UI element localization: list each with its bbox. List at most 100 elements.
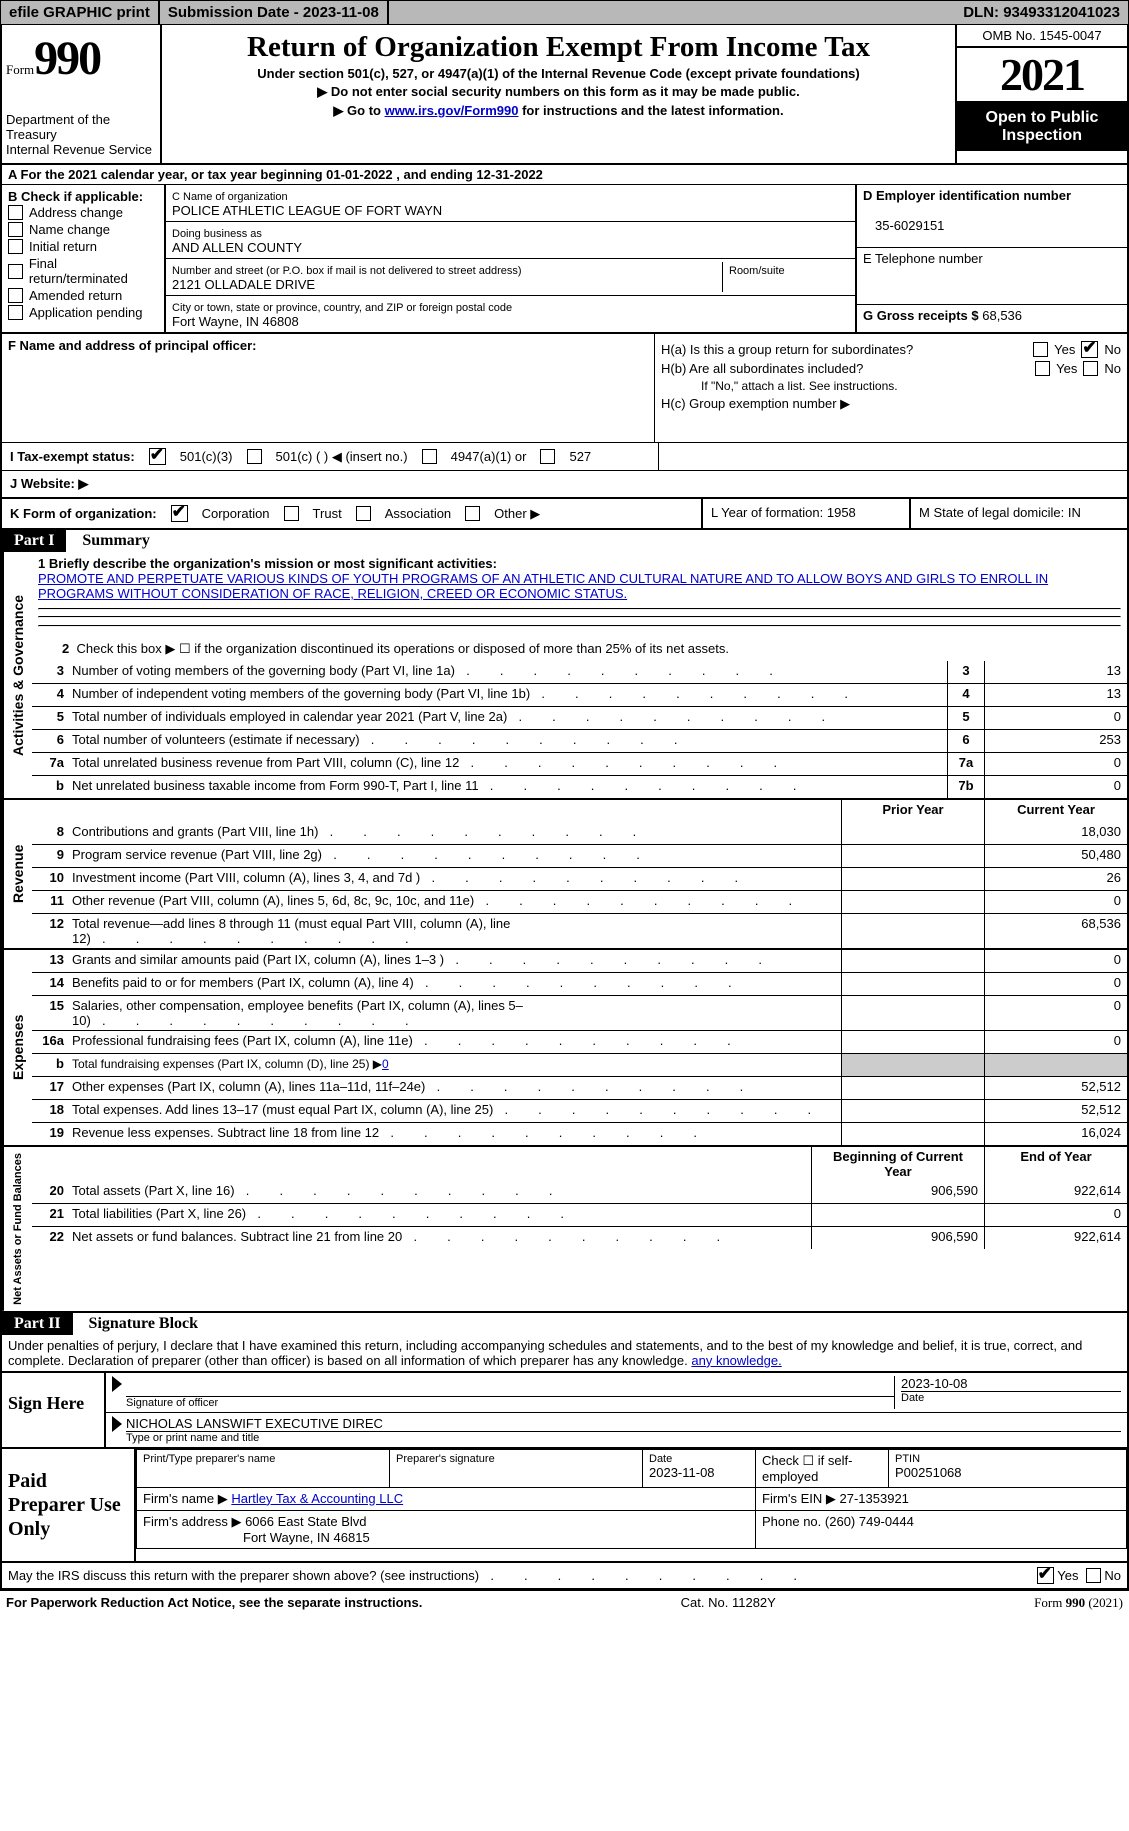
chk-final[interactable]: Final return/terminated: [8, 255, 158, 287]
footer-left: For Paperwork Reduction Act Notice, see …: [6, 1595, 422, 1611]
dba-name: AND ALLEN COUNTY: [172, 240, 302, 255]
discuss-yes[interactable]: [1037, 1567, 1054, 1584]
vlabel-net: Net Assets or Fund Balances: [2, 1147, 32, 1311]
exp-row: bTotal fundraising expenses (Part IX, co…: [32, 1053, 1127, 1076]
date-lbl: Date: [901, 1392, 1121, 1404]
firm-name[interactable]: Hartley Tax & Accounting LLC: [231, 1491, 403, 1506]
efile-label[interactable]: efile GRAPHIC print: [1, 1, 160, 24]
ha-no[interactable]: [1081, 341, 1098, 358]
prep-sig-lbl: Preparer's signature: [396, 1453, 636, 1465]
dept-treasury: Department of the Treasury: [6, 112, 156, 142]
section-bcd: B Check if applicable: Address change Na…: [0, 184, 1129, 334]
exp-row: 16aProfessional fundraising fees (Part I…: [32, 1030, 1127, 1053]
chk-address[interactable]: Address change: [8, 204, 158, 221]
h-c: H(c) Group exemption number ▶: [661, 396, 1121, 412]
form-header: Form990 Department of the Treasury Inter…: [0, 25, 1129, 163]
chk-501c[interactable]: [247, 449, 262, 464]
block-netassets: Net Assets or Fund Balances Beginning of…: [0, 1147, 1129, 1313]
chk-4947[interactable]: [422, 449, 437, 464]
street: 2121 OLLADALE DRIVE: [172, 277, 315, 292]
chk-trust[interactable]: [284, 506, 299, 521]
gov-row: 7aTotal unrelated business revenue from …: [32, 752, 1127, 775]
street-lbl: Number and street (or P.O. box if mail i…: [172, 265, 522, 277]
m-state: M State of legal domicile: IN: [911, 499, 1127, 528]
hb-yes[interactable]: [1035, 361, 1050, 376]
firm-ein: 27-1353921: [840, 1491, 909, 1506]
tax-year: 2021: [957, 48, 1127, 103]
gross-receipts: 68,536: [982, 308, 1022, 323]
declaration: Under penalties of perjury, I declare th…: [0, 1335, 1129, 1373]
omb-number: OMB No. 1545-0047: [957, 25, 1127, 48]
k-label: K Form of organization:: [10, 506, 157, 521]
page-footer: For Paperwork Reduction Act Notice, see …: [0, 1590, 1129, 1615]
ha-yes[interactable]: [1033, 342, 1048, 357]
i-label: I Tax-exempt status:: [10, 449, 135, 464]
chk-501c3[interactable]: [149, 448, 166, 465]
chk-other[interactable]: [465, 506, 480, 521]
hb-no[interactable]: [1083, 361, 1098, 376]
exp-row: 13Grants and similar amounts paid (Part …: [32, 950, 1127, 972]
part2-badge: Part II: [2, 1313, 73, 1335]
check-self[interactable]: Check ☐ if self-employed: [756, 1449, 889, 1487]
firm-name-lbl: Firm's name ▶: [143, 1491, 228, 1506]
exp-row: 19Revenue less expenses. Subtract line 1…: [32, 1122, 1127, 1145]
section-fh: F Name and address of principal officer:…: [0, 334, 1129, 443]
gov-row: 4Number of independent voting members of…: [32, 683, 1127, 706]
form-number: Form990: [6, 31, 156, 86]
phone: (260) 749-0444: [825, 1514, 914, 1529]
footer-right: Form 990 (2021): [1034, 1595, 1123, 1611]
any-knowledge-link[interactable]: any knowledge.: [691, 1353, 781, 1368]
chk-527[interactable]: [540, 449, 555, 464]
line-a: A For the 2021 calendar year, or tax yea…: [0, 163, 1129, 184]
sig-date: 2023-10-08: [901, 1376, 1121, 1392]
net-row: 20Total assets (Part X, line 16)906,5909…: [32, 1181, 1127, 1203]
chk-initial[interactable]: Initial return: [8, 238, 158, 255]
name-arrow-icon: [112, 1416, 122, 1432]
hb-note: If "No," attach a list. See instructions…: [661, 379, 1121, 393]
name-title-lbl: Type or print name and title: [126, 1432, 1121, 1444]
sign-arrow-icon: [112, 1376, 122, 1392]
top-bar: efile GRAPHIC print Submission Date - 20…: [0, 0, 1129, 25]
dba-lbl: Doing business as: [172, 228, 262, 240]
vlabel-exp: Expenses: [2, 950, 32, 1145]
rev-header: Prior Year Current Year: [32, 800, 1127, 822]
exp-row: 15Salaries, other compensation, employee…: [32, 995, 1127, 1030]
rev-row: 11Other revenue (Part VIII, column (A), …: [32, 890, 1127, 913]
chk-amended[interactable]: Amended return: [8, 287, 158, 304]
discuss-no[interactable]: [1086, 1568, 1101, 1583]
form-title: Return of Organization Exempt From Incom…: [172, 31, 945, 64]
gov-row: 5Total number of individuals employed in…: [32, 706, 1127, 729]
block-governance: Activities & Governance 1 Briefly descri…: [0, 552, 1129, 800]
officer-lbl: F Name and address of principal officer:: [8, 338, 257, 353]
note-ssn: ▶ Do not enter social security numbers o…: [172, 84, 945, 100]
submission-date: Submission Date - 2023-11-08: [160, 1, 389, 24]
firm-addr-lbl: Firm's address ▶: [143, 1514, 241, 1529]
block-expenses: Expenses 13Grants and similar amounts pa…: [0, 950, 1129, 1147]
sig-officer-lbl: Signature of officer: [126, 1397, 894, 1409]
ein: 35-6029151: [863, 218, 944, 233]
prep-name-lbl: Print/Type preparer's name: [143, 1453, 383, 1465]
sign-block: Sign Here Signature of officer 2023-10-0…: [0, 1373, 1129, 1449]
irs-link[interactable]: www.irs.gov/Form990: [385, 103, 519, 118]
part2-title: Signature Block: [77, 1315, 199, 1332]
firm-addr1: 6066 East State Blvd: [245, 1514, 366, 1529]
ptin-lbl: PTIN: [895, 1453, 1120, 1465]
chk-corp[interactable]: [171, 505, 188, 522]
rev-row: 12Total revenue—add lines 8 through 11 (…: [32, 913, 1127, 948]
mission-text: PROMOTE AND PERPETUATE VARIOUS KINDS OF …: [38, 571, 1048, 601]
chk-name[interactable]: Name change: [8, 221, 158, 238]
line1-lbl: 1 Briefly describe the organization's mi…: [38, 556, 497, 571]
vlabel-gov: Activities & Governance: [2, 552, 32, 798]
l-year: L Year of formation: 1958: [703, 499, 911, 528]
exp-row: 18Total expenses. Add lines 13–17 (must …: [32, 1099, 1127, 1122]
vlabel-rev: Revenue: [2, 800, 32, 948]
part1-title: Summary: [70, 532, 150, 549]
paid-lbl: Paid Preparer Use Only: [2, 1449, 136, 1561]
chk-pending[interactable]: Application pending: [8, 304, 158, 321]
chk-assoc[interactable]: [356, 506, 371, 521]
tel-lbl: E Telephone number: [863, 251, 983, 266]
city: Fort Wayne, IN 46808: [172, 314, 299, 329]
gov-row: 6Total number of volunteers (estimate if…: [32, 729, 1127, 752]
paid-preparer-block: Paid Preparer Use Only Print/Type prepar…: [0, 1449, 1129, 1563]
h-b: H(b) Are all subordinates included? Yes …: [661, 361, 1121, 376]
